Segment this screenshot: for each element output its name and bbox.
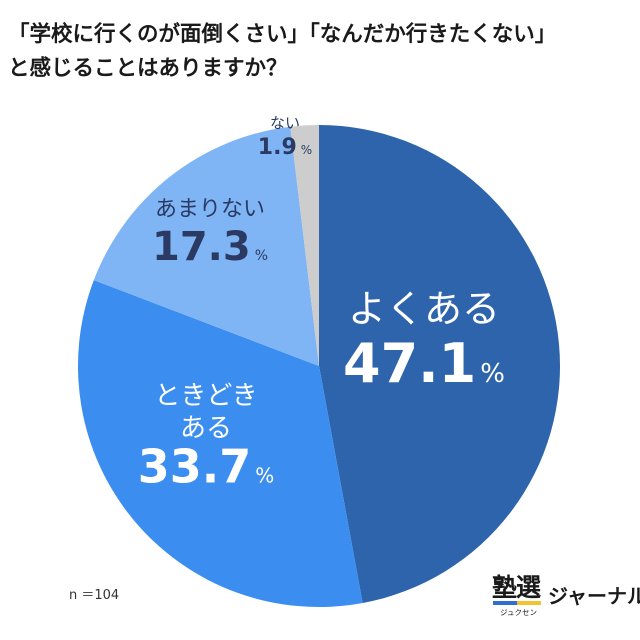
logo-kanji: 塾選 bbox=[492, 573, 541, 602]
pie-slice-2 bbox=[78, 280, 363, 607]
slice-value-2: 33.7% bbox=[138, 440, 275, 494]
logo-word: ジャーナル bbox=[548, 584, 640, 608]
slice-label-1: よくある bbox=[348, 287, 500, 331]
chart-title-line-1: 「学校に行くのが面倒くさい」「なんだか行きたくない」 bbox=[8, 22, 557, 47]
chart-title-line-2: と感じることはありますか？ bbox=[8, 56, 288, 81]
pie-slice-3 bbox=[93, 126, 319, 366]
pie-slice-4 bbox=[290, 125, 319, 366]
slice-label-2-line-2: ある bbox=[180, 414, 232, 444]
sample-size: n ＝104 bbox=[69, 588, 120, 603]
logo-underline bbox=[493, 601, 541, 605]
brand-logo: 塾選 ジュクセン ジャーナル bbox=[492, 568, 640, 624]
slice-label-2-line-1: ときどき bbox=[154, 381, 257, 411]
pie-slice-1 bbox=[319, 125, 560, 604]
slice-label-4: ない bbox=[270, 114, 300, 132]
logo-reading: ジュクセン bbox=[500, 608, 537, 617]
slice-value-3: 17.3% bbox=[152, 224, 268, 270]
slice-value-1: 47.1% bbox=[343, 332, 505, 395]
chart-title: 「学校に行くのが面倒くさい」「なんだか行きたくない」 と感じることはありますか？ bbox=[8, 18, 632, 86]
slice-value-4: 1.9% bbox=[258, 135, 312, 160]
slice-label-3: あまりない bbox=[155, 197, 265, 222]
